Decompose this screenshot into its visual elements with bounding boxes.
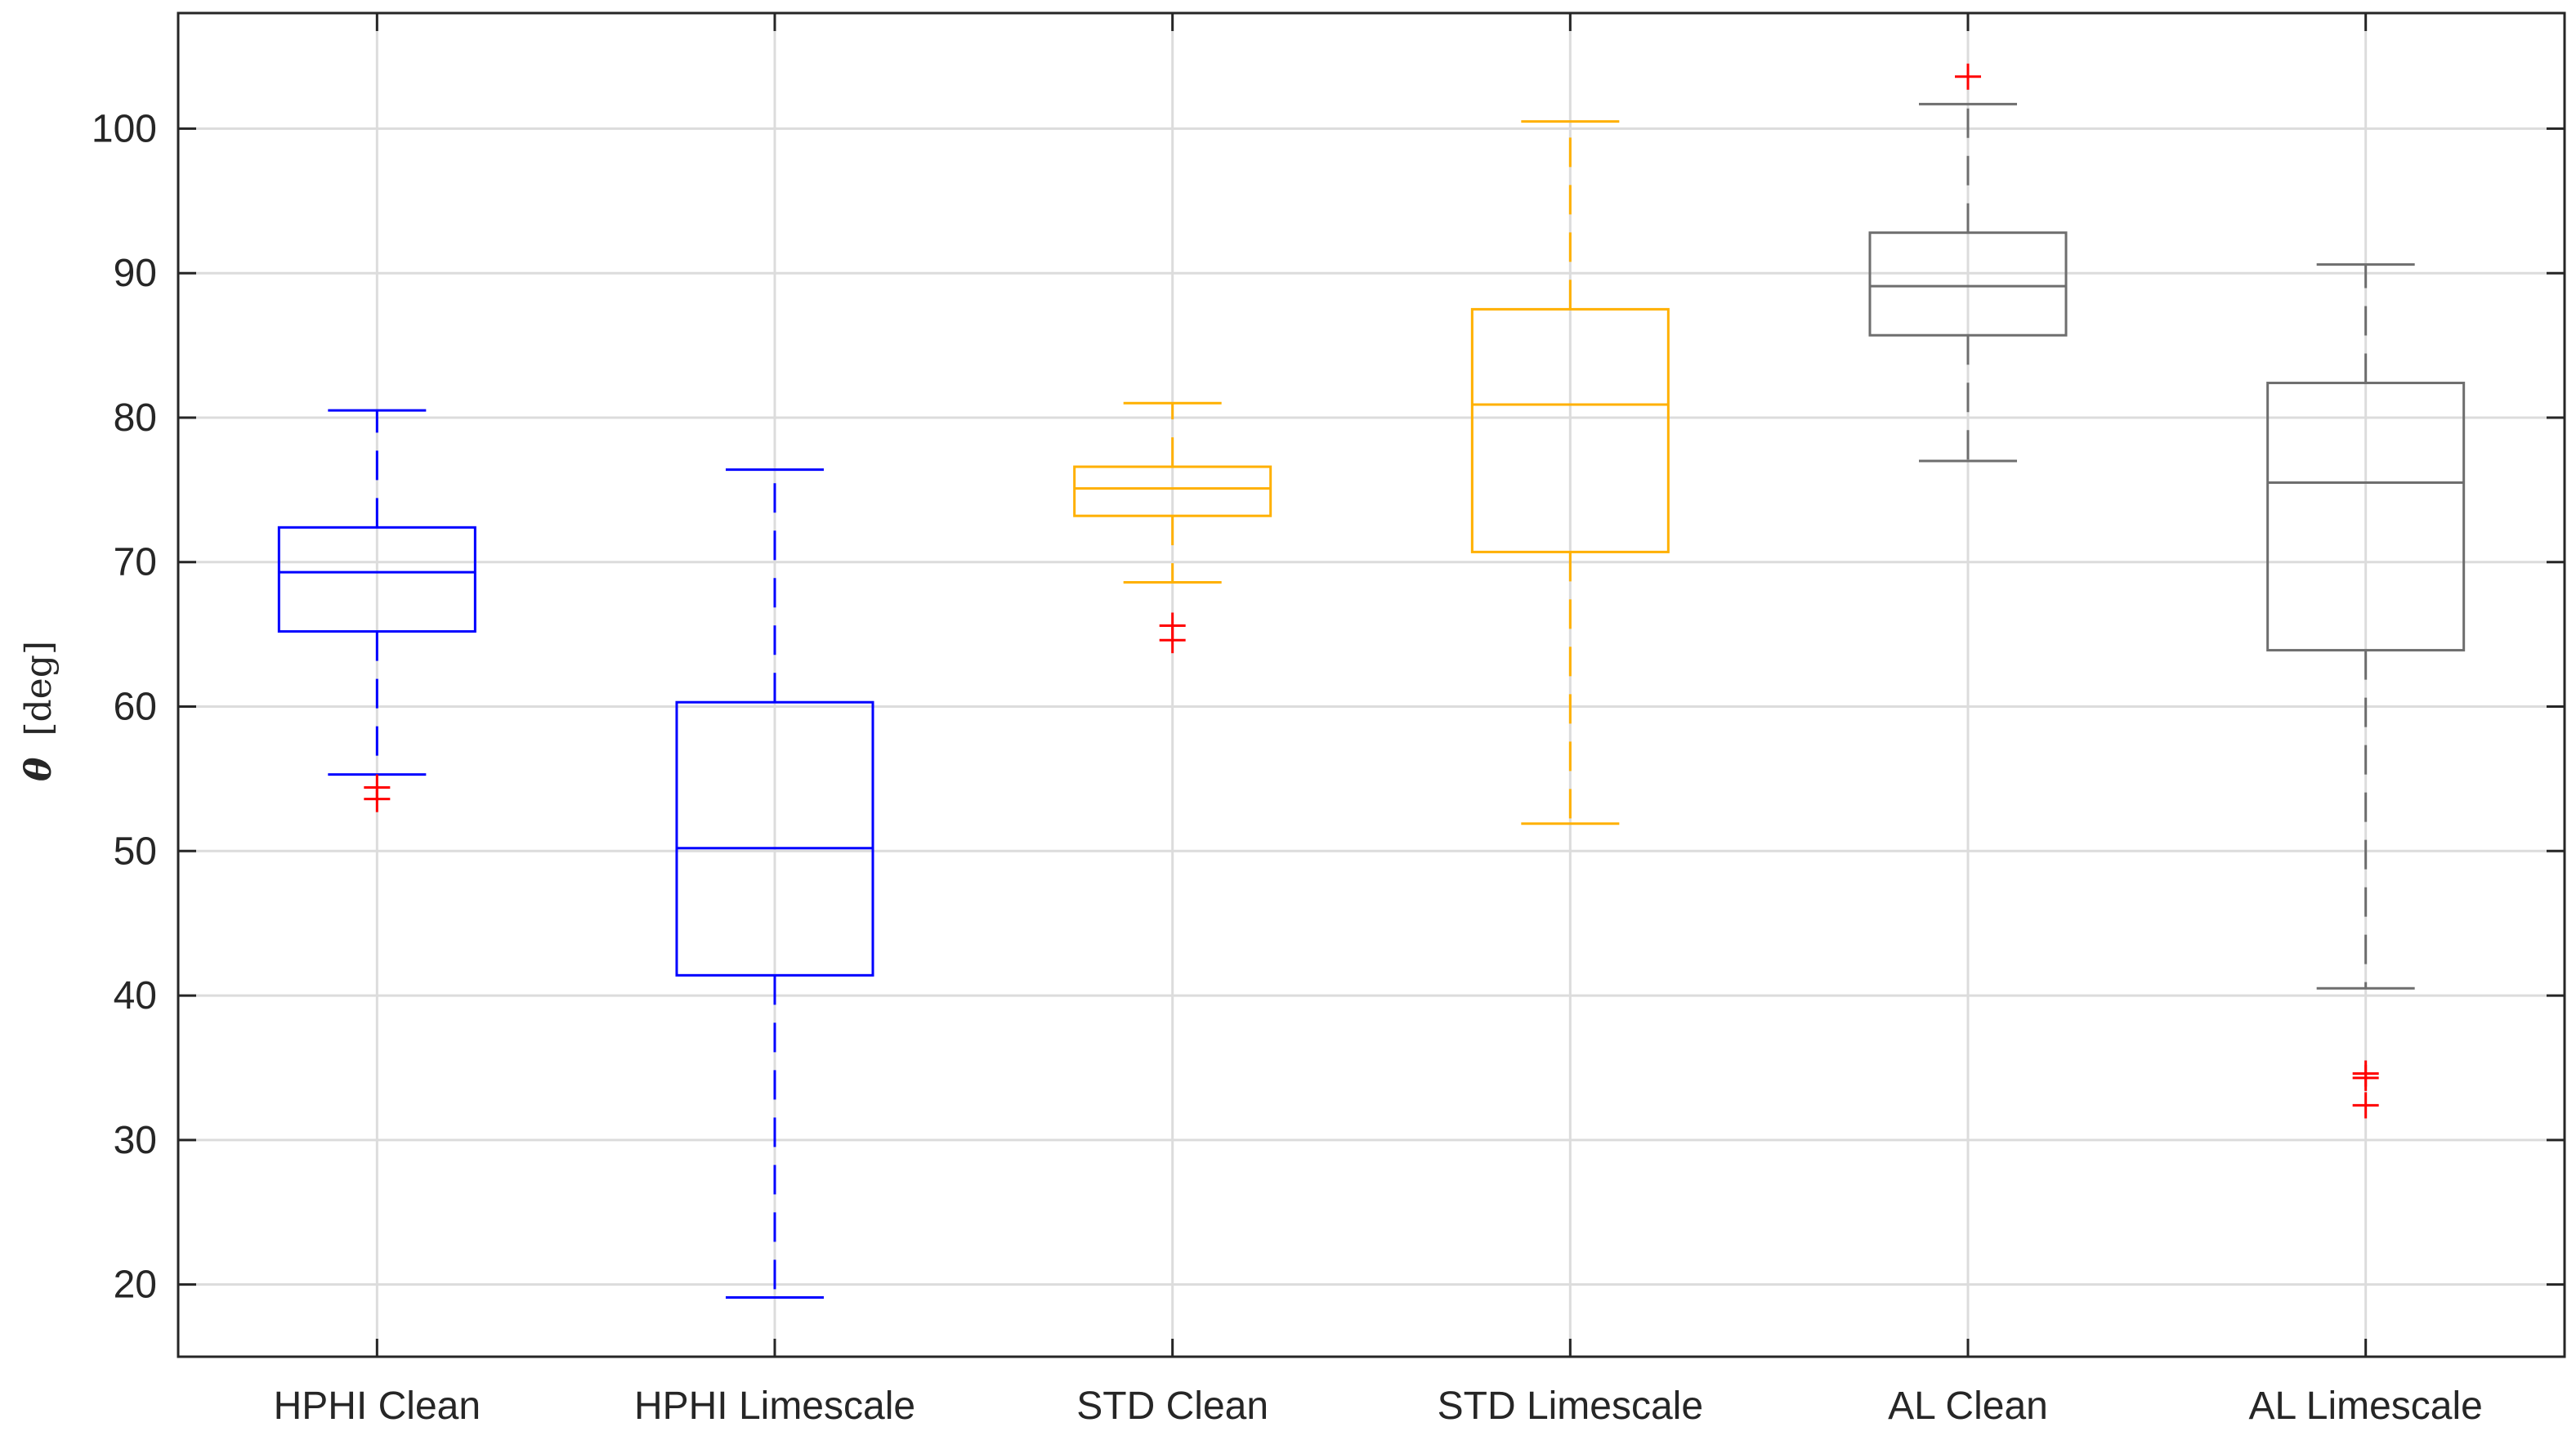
y-tick-label: 60 [114,686,157,729]
box-group [277,409,476,812]
y-tick-label: 30 [114,1119,157,1162]
box-group [1470,120,1670,825]
x-tick-label: HPHI Clean [274,1385,481,1428]
x-tick-label: STD Limescale [1438,1385,1703,1428]
axis-ticks [178,13,2565,1357]
x-tick-label: AL Clean [1888,1385,2048,1428]
iqr-box [675,700,874,977]
box-group [1868,63,2068,463]
outlier-marker [2352,1060,2379,1087]
y-tick-label: 20 [114,1264,157,1307]
grid-lines [178,13,2565,1357]
x-tick-label: STD Clean [1076,1385,1268,1428]
outlier-marker [1159,612,1186,639]
iqr-box [1073,465,1272,517]
y-tick-label: 50 [114,830,157,873]
iqr-box [1470,307,1670,553]
y-tick-label: 40 [114,974,157,1018]
y-tick-label: 90 [114,252,157,295]
y-axis-label: θ [deg] [18,641,60,781]
y-tick-label: 70 [114,541,157,584]
y-tick-label: 80 [114,396,157,440]
x-tick-label: AL Limescale [2248,1385,2482,1428]
box-group [2266,263,2466,1119]
y-axis-symbol: θ [18,757,60,781]
box-group [1073,401,1272,654]
box-series [277,63,2466,1300]
y-tick-labels: 20 30 40 50 60 70 80 90 100 [92,107,157,1306]
iqr-box [1868,231,2068,337]
y-axis-unit: [deg] [18,641,60,736]
box-group [675,468,874,1300]
iqr-box [2266,382,2466,652]
outlier-marker [2352,1092,2379,1119]
axes-frame [177,11,2566,1358]
outlier-marker [1955,63,1981,90]
iqr-box [277,526,476,633]
y-tick-label: 100 [92,107,157,150]
x-tick-labels: HPHI Clean HPHI Limescale STD Clean STD Lim… [274,1385,2483,1428]
outlier-marker [364,774,391,801]
x-tick-label: HPHI Limescale [634,1385,915,1428]
